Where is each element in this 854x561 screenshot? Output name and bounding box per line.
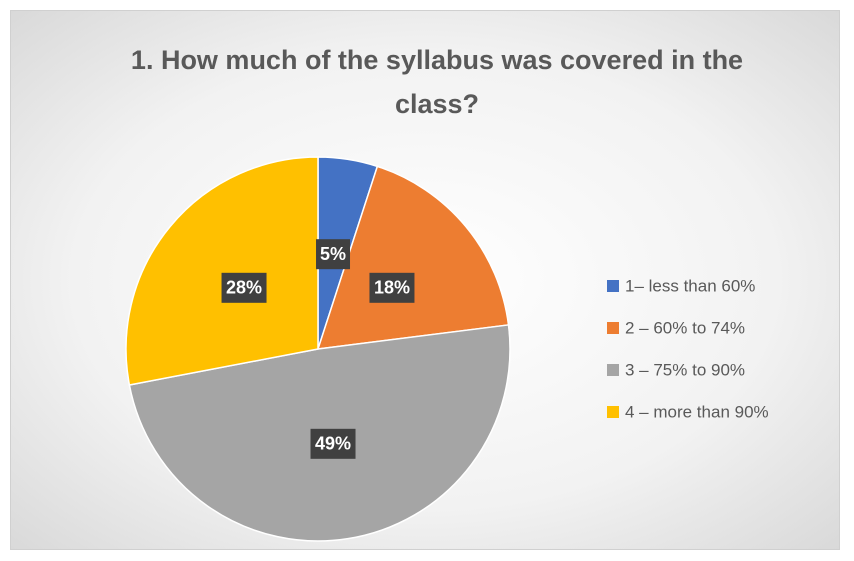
data-label: 18% <box>374 278 410 298</box>
legend-swatch <box>607 364 619 376</box>
pie-slice <box>125 156 319 386</box>
chart-title: 1. How much of the syllabus was covered … <box>130 45 744 119</box>
legend-label: 4 – more than 90% <box>625 402 769 421</box>
data-label-box <box>369 272 415 303</box>
data-label: 5% <box>320 244 346 264</box>
legend-label: 1– less than 60% <box>625 276 755 295</box>
legend-swatch <box>607 322 619 334</box>
data-label: 28% <box>226 278 262 298</box>
legend-label: 3 – 75% to 90% <box>625 360 745 379</box>
data-label: 49% <box>315 434 351 454</box>
legend-swatch <box>607 406 619 418</box>
legend-label: 2 – 60% to 74% <box>625 318 745 337</box>
data-label-box <box>221 272 267 303</box>
legend-swatch <box>607 280 619 292</box>
data-label-box <box>316 239 351 270</box>
data-label-box <box>310 428 356 459</box>
pie-slice <box>316 165 510 350</box>
